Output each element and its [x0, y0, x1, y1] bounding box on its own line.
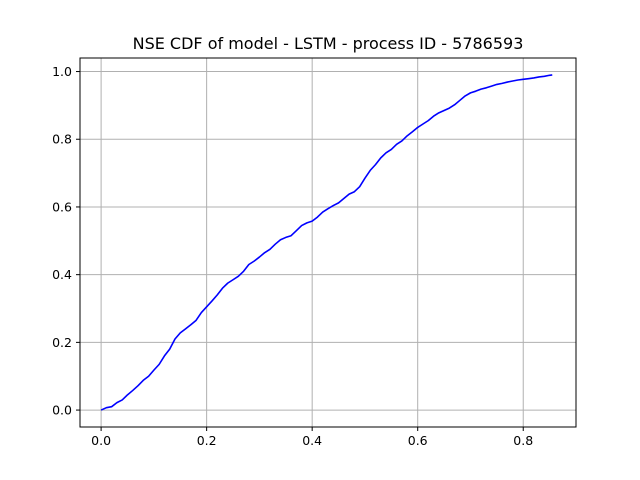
grid-lines: [80, 58, 576, 427]
x-tick-label: 0.6: [408, 433, 428, 448]
x-axis: 0.0 0.2 0.4 0.6 0.8: [91, 427, 533, 448]
y-tick-label: 0.0: [52, 403, 72, 418]
x-tick-label: 0.4: [302, 433, 322, 448]
cdf-series-line: [100, 74, 553, 411]
y-tick-label: 0.8: [52, 132, 72, 147]
x-tick-label: 0.0: [91, 433, 111, 448]
chart-title: NSE CDF of model - LSTM - process ID - 5…: [133, 34, 524, 53]
y-tick-label: 0.4: [52, 267, 72, 282]
y-tick-label: 0.6: [52, 199, 72, 214]
y-tick-label: 0.2: [52, 335, 72, 350]
x-tick-label: 0.8: [513, 433, 533, 448]
x-tick-label: 0.2: [197, 433, 217, 448]
y-tick-label: 1.0: [52, 64, 72, 79]
plot-frame: [79, 57, 577, 428]
y-axis: 0.0 0.2 0.4 0.6 0.8 1.0: [52, 64, 80, 418]
series-layer: [100, 74, 553, 411]
